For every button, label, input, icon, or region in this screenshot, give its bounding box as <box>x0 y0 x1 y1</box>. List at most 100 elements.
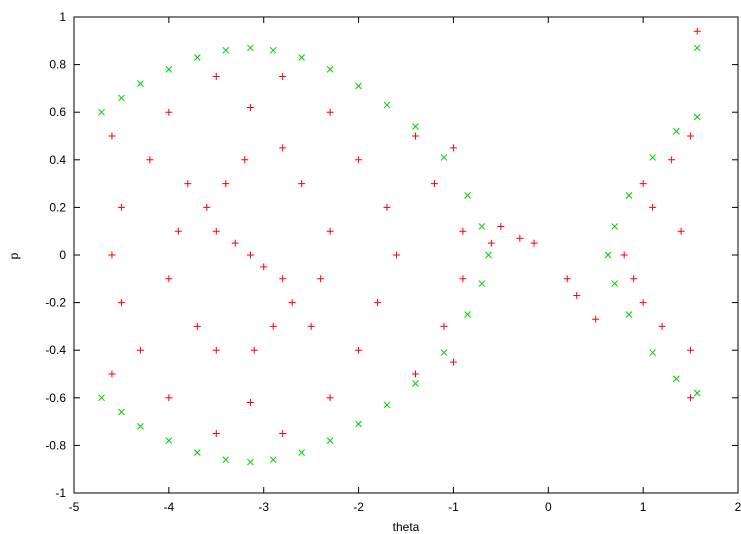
data-point <box>383 203 391 211</box>
data-point <box>687 394 695 402</box>
y-tick-label: 0.6 <box>49 105 66 119</box>
data-point <box>464 311 472 318</box>
data-point <box>677 227 685 235</box>
data-point <box>184 180 192 188</box>
data-point <box>693 389 701 397</box>
data-point <box>672 375 680 383</box>
data-point <box>440 154 448 161</box>
data-point <box>203 203 211 211</box>
data-point <box>118 94 125 102</box>
data-point <box>625 192 633 199</box>
data-point <box>620 251 628 259</box>
data-point <box>165 437 173 444</box>
data-point <box>464 192 472 199</box>
data-point <box>98 108 105 116</box>
data-point <box>430 180 438 188</box>
data-point <box>355 346 363 354</box>
data-point <box>298 54 306 61</box>
data-point <box>231 239 239 247</box>
data-point <box>98 394 105 402</box>
data-point <box>693 113 701 121</box>
data-point <box>449 144 457 152</box>
data-point <box>247 44 254 52</box>
data-point <box>672 127 680 135</box>
data-point <box>165 66 173 73</box>
data-point <box>563 275 571 283</box>
data-point <box>326 437 334 444</box>
data-point <box>658 322 666 330</box>
data-point <box>449 358 457 366</box>
data-point <box>212 430 220 437</box>
data-point <box>307 322 315 330</box>
x-axis-title: theta <box>393 520 420 534</box>
data-point <box>108 132 116 140</box>
data-point <box>193 449 201 456</box>
data-point <box>247 458 254 466</box>
data-point <box>246 103 254 111</box>
data-point <box>687 346 695 354</box>
data-point <box>485 251 492 259</box>
data-point <box>250 346 258 354</box>
data-point <box>573 291 581 299</box>
data-point <box>165 108 173 116</box>
data-point <box>649 154 656 161</box>
data-point <box>269 322 277 330</box>
data-point <box>165 394 173 402</box>
data-point <box>611 280 619 287</box>
y-tick-label: 0.4 <box>49 153 66 167</box>
data-point <box>668 156 676 164</box>
data-point <box>117 299 125 307</box>
data-point <box>326 227 334 235</box>
data-point <box>411 132 419 140</box>
data-point <box>246 399 254 407</box>
data-point <box>592 315 600 323</box>
data-point <box>136 346 144 354</box>
data-point <box>393 251 401 259</box>
x-tick-label: 1 <box>640 500 647 514</box>
data-point <box>497 222 505 230</box>
data-point <box>137 80 144 87</box>
data-point <box>516 234 524 242</box>
data-point <box>246 251 254 259</box>
data-point <box>440 322 448 330</box>
data-points <box>98 27 701 466</box>
data-point <box>298 180 306 188</box>
y-tick-label: -0.4 <box>45 343 66 357</box>
data-point <box>108 251 116 259</box>
data-point <box>412 123 419 130</box>
data-point <box>212 73 220 80</box>
data-point <box>604 251 612 259</box>
y-tick-label: -1 <box>55 486 66 500</box>
data-point <box>222 180 230 188</box>
data-point <box>279 144 287 152</box>
data-point <box>383 101 391 109</box>
data-point <box>279 430 287 437</box>
data-point <box>459 227 467 235</box>
y-axis-title: p <box>7 252 21 259</box>
data-point <box>649 203 657 211</box>
data-point <box>241 156 249 164</box>
data-point <box>279 73 287 80</box>
data-point <box>630 275 638 283</box>
x-tick-label: -5 <box>69 500 80 514</box>
data-point <box>639 180 647 188</box>
y-tick-label: -0.8 <box>45 438 66 452</box>
data-point <box>165 275 173 283</box>
data-point <box>326 66 334 73</box>
data-point <box>108 370 116 378</box>
x-axis: -5 -4 -3 -2 -1 0 1 2 <box>69 17 741 514</box>
data-point <box>355 82 362 90</box>
y-tick-label: -0.2 <box>45 296 66 310</box>
data-point <box>326 108 334 116</box>
x-tick-label: -1 <box>448 500 459 514</box>
data-point <box>288 299 296 307</box>
data-point <box>611 223 619 230</box>
data-point <box>411 370 419 378</box>
data-point <box>212 346 220 354</box>
data-point <box>137 423 144 430</box>
plot-frame <box>73 16 739 494</box>
data-point <box>687 132 695 140</box>
y-tick-label: 1 <box>59 10 66 24</box>
data-point <box>269 456 277 464</box>
